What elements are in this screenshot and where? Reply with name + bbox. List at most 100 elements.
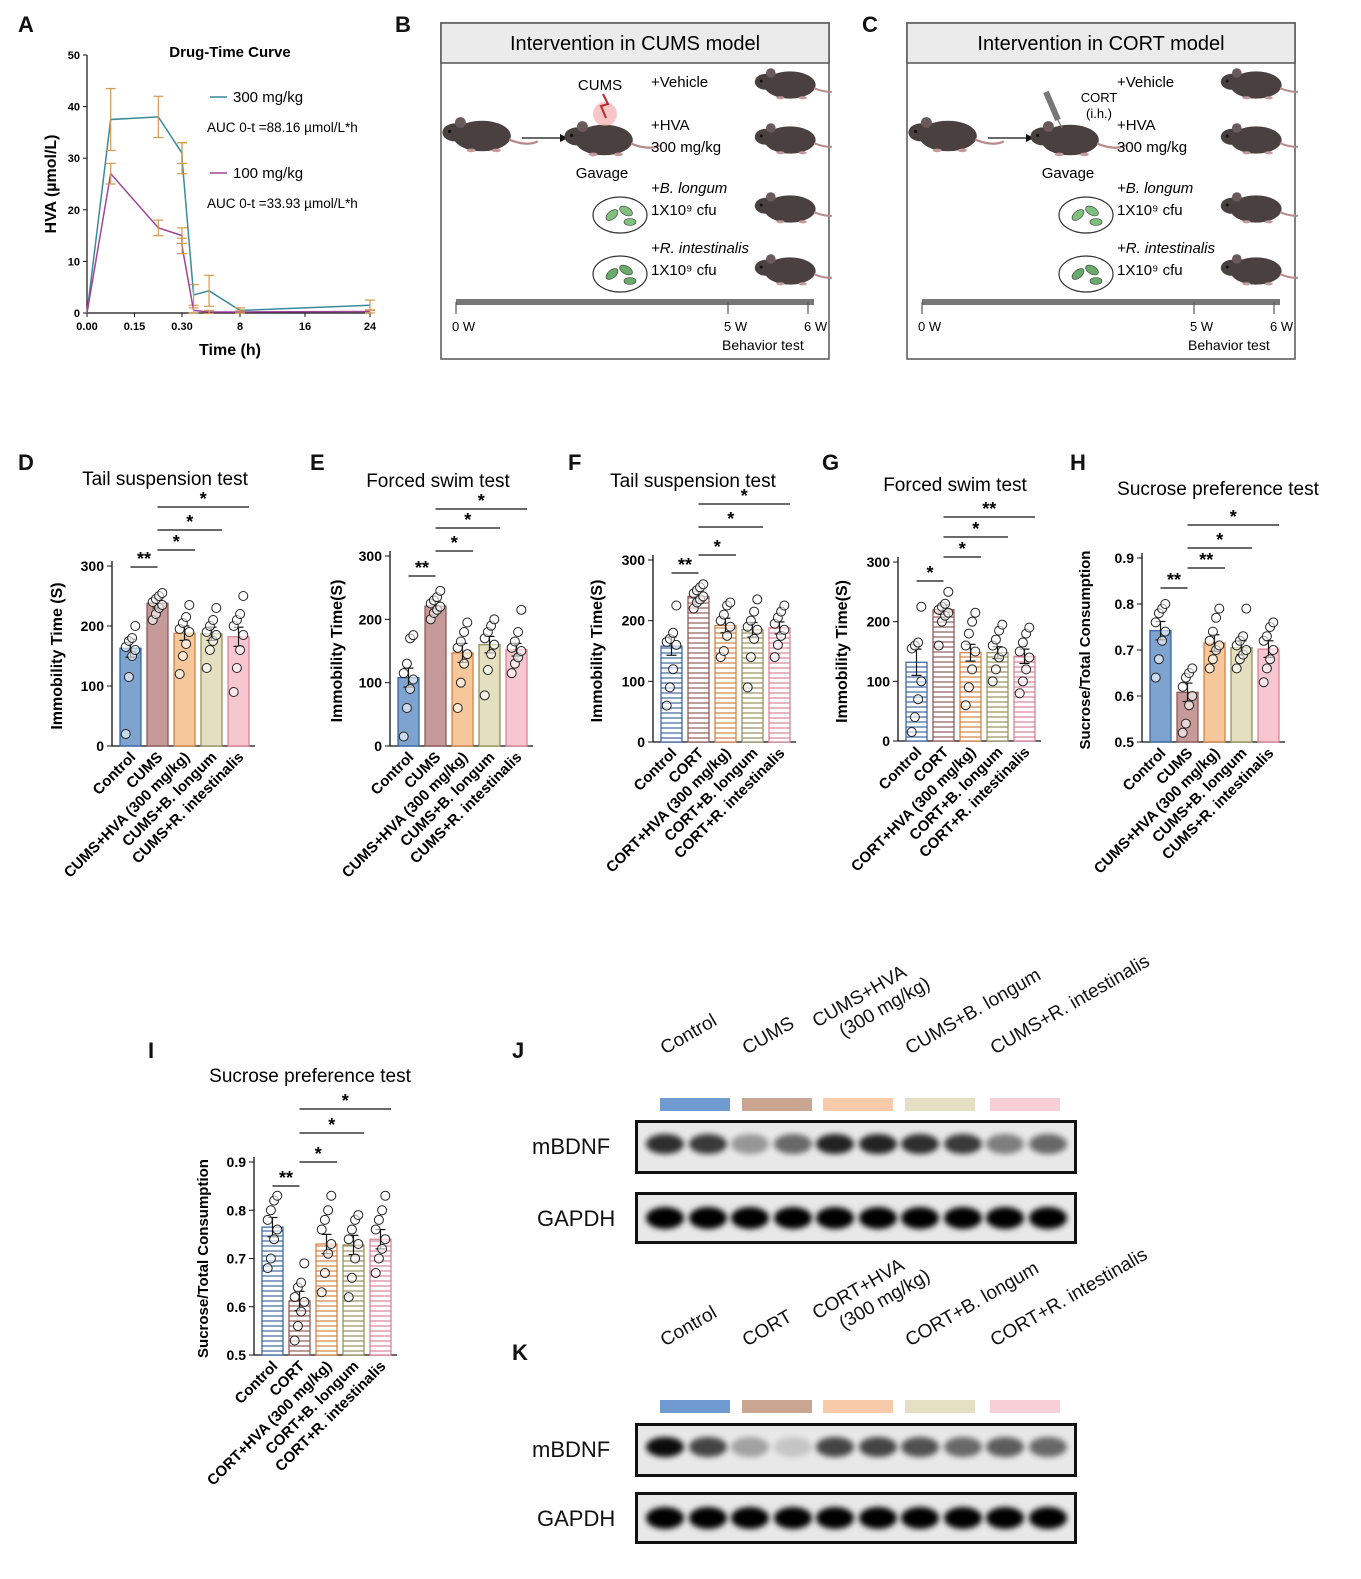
data-point <box>323 1248 334 1259</box>
data-point <box>990 634 1001 645</box>
data-point <box>262 1263 273 1274</box>
svg-text:*: * <box>972 519 979 539</box>
data-point <box>1204 663 1215 674</box>
data-point <box>370 1267 381 1278</box>
y-tick-label: 30 <box>68 153 80 165</box>
data-point <box>970 607 981 618</box>
stressor-label: CORT <box>1081 90 1118 105</box>
band <box>986 1507 1024 1529</box>
data-point <box>1184 700 1195 711</box>
data-point <box>1258 677 1269 688</box>
significance-1: * <box>943 539 981 559</box>
lane-label: CORT+R. intestinalis <box>987 1244 1152 1352</box>
blot-label: mBDNF <box>532 1437 611 1462</box>
data-point <box>745 615 756 626</box>
y-tick-label: 200 <box>81 618 105 634</box>
band <box>646 1207 684 1229</box>
bar-chart-f: Tail suspension test 0 100 200 300 Immobility… <box>589 471 796 876</box>
y-tick-label: 0 <box>637 734 645 750</box>
error-bar <box>105 162 116 185</box>
band <box>773 1207 812 1229</box>
band <box>858 1134 897 1154</box>
data-point <box>398 731 409 742</box>
group-label: +R. intestinalis <box>651 240 749 257</box>
group-0: +Vehicle <box>651 74 708 91</box>
data-point <box>455 636 466 647</box>
significance-0: ** <box>1160 570 1188 590</box>
data-point <box>1014 646 1025 657</box>
blot-gapdh <box>635 1492 1077 1544</box>
data-point <box>452 703 463 713</box>
error-bar <box>204 309 215 315</box>
data-point <box>398 668 409 679</box>
x-tick-label: 0.15 <box>124 321 145 333</box>
x-tick-label: 24 <box>364 321 377 333</box>
y-axis-label: Immobility Time (S) <box>49 582 66 729</box>
error-bar <box>235 310 245 314</box>
error-bar <box>153 95 164 139</box>
y-axis-label: Sucrose/Total Consumption <box>1077 551 1094 750</box>
data-point <box>1180 718 1191 729</box>
cums-schematic: Intervention in CUMS model CUMS Gavage +Veh… <box>440 22 832 360</box>
bar-chart-i: Sucrose preference test 0.5 0.6 0.7 0.8 0.9 Su… <box>195 1066 412 1489</box>
lane-label: CORT <box>739 1306 796 1352</box>
data-point <box>1150 617 1161 628</box>
data-point <box>211 630 222 640</box>
significance-0: ** <box>408 558 436 578</box>
data-point <box>380 1190 391 1201</box>
data-point <box>963 628 974 639</box>
bacteria-icon <box>592 255 648 293</box>
blot-label: mBDNF <box>532 1134 611 1159</box>
series-line-1 <box>86 172 371 314</box>
mouse-icon <box>442 117 539 153</box>
mouse-icon <box>1220 192 1298 224</box>
lane-color-bar <box>660 1098 730 1111</box>
significance-0: ** <box>130 549 158 569</box>
panel-letter-g: G <box>822 450 840 475</box>
error-bar <box>204 274 215 307</box>
lane-label: Control <box>657 1010 721 1060</box>
group-dose: 300 mg/kg <box>1117 139 1187 156</box>
timeline-label: 6 W <box>804 319 828 334</box>
data-point <box>373 1214 384 1225</box>
data-point <box>377 1243 388 1254</box>
data-point <box>1207 626 1218 637</box>
bar-4 <box>1013 655 1036 742</box>
panel-letter-a: A <box>18 12 34 37</box>
group-dose: 1X10⁹ cfu <box>1117 262 1183 279</box>
significance-1: * <box>157 532 195 552</box>
mouse-icon <box>1220 254 1298 286</box>
svg-text:*: * <box>173 532 180 552</box>
y-tick-label: 0.8 <box>1115 596 1135 612</box>
chart-title: Drug-Time Curve <box>169 44 290 61</box>
data-point <box>1207 654 1218 665</box>
data-point <box>130 645 141 655</box>
y-tick-label: 100 <box>81 678 105 694</box>
data-point <box>123 672 134 682</box>
data-point <box>1204 635 1215 646</box>
mouse-icon <box>564 121 661 157</box>
significance-0: ** <box>671 555 699 575</box>
data-point <box>235 645 246 655</box>
data-point <box>725 621 736 632</box>
data-point <box>970 646 981 657</box>
y-tick-label: 0.6 <box>227 1299 247 1315</box>
data-point <box>509 636 520 647</box>
lane-label: Control <box>657 1302 721 1352</box>
data-point <box>668 627 679 638</box>
data-point <box>435 601 446 612</box>
data-point <box>513 627 524 637</box>
legend-auc: AUC 0-t =88.16 µmol/L*h <box>207 120 358 135</box>
group-dose: 300 mg/kg <box>651 139 721 156</box>
band <box>731 1437 769 1457</box>
group-label: +Vehicle <box>1117 74 1174 91</box>
band <box>901 1134 939 1154</box>
svg-text:*: * <box>342 1091 349 1111</box>
panel-letter-d: D <box>18 450 34 475</box>
data-point <box>201 663 212 673</box>
svg-text:**: ** <box>678 555 692 575</box>
y-axis-label: Immobility Time(S) <box>329 580 346 723</box>
svg-text:*: * <box>328 1115 335 1135</box>
data-point <box>235 609 246 619</box>
data-point <box>916 676 927 687</box>
